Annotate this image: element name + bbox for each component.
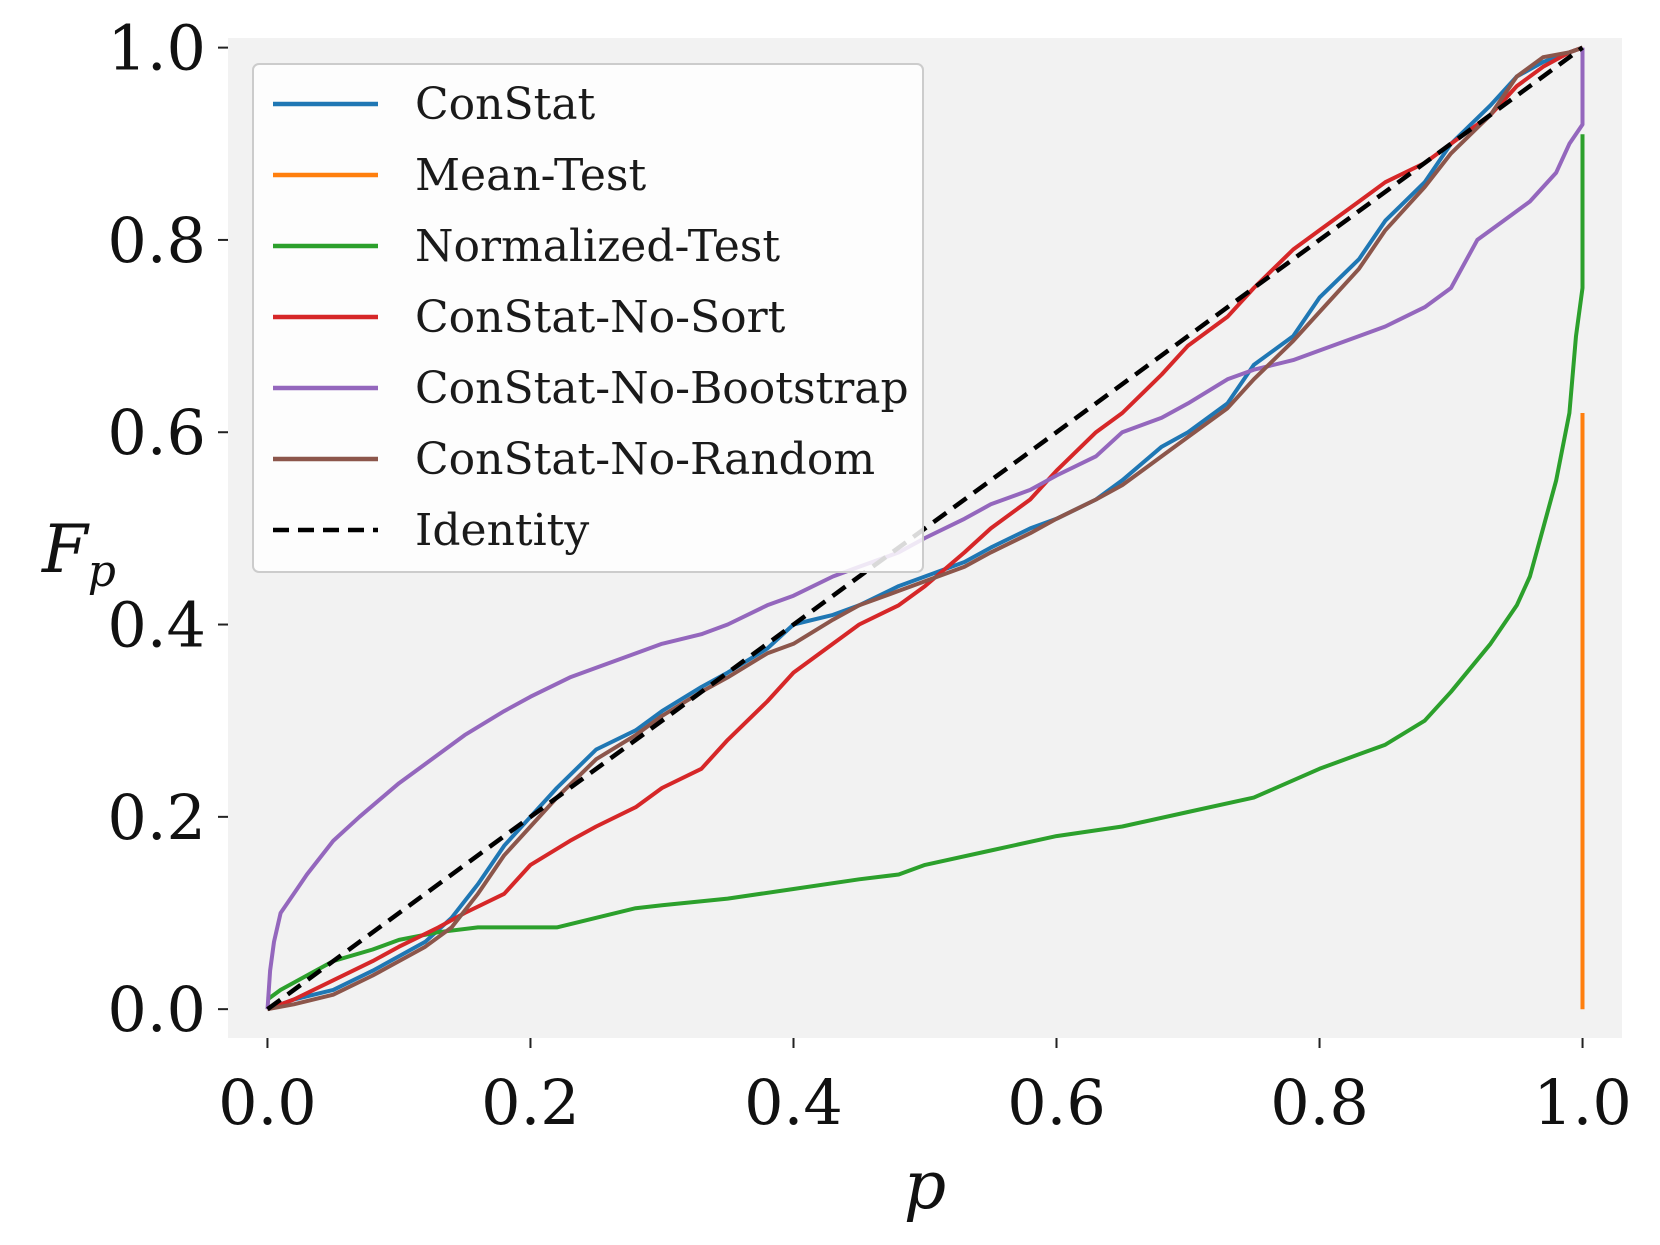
y-tick-label: 0.2 — [107, 781, 206, 854]
y-tick-label: 1.0 — [107, 12, 206, 85]
x-tick-label: 0.0 — [218, 1066, 317, 1139]
x-tick-label: 0.2 — [481, 1066, 580, 1139]
x-tick-label: 0.6 — [1007, 1066, 1106, 1139]
y-axis-label-main: F — [41, 511, 90, 588]
y-tick-label: 0.6 — [107, 396, 206, 469]
legend-label: ConStat-No-Sort — [415, 292, 786, 343]
x-tick-label: 1.0 — [1533, 1066, 1632, 1139]
x-axis-label: p — [904, 1147, 946, 1224]
ticks-layer: 0.0 0.2 0.4 0.6 0.8 1.0 0.0 0.2 0.4 0.6 0.8 1.0 — [107, 12, 1631, 1139]
y-tick-label: 0.0 — [107, 973, 206, 1046]
legend-label: Identity — [415, 505, 589, 556]
legend-items: ConStat Mean-Test Normalized-Test ConStat-N… — [273, 79, 909, 556]
legend-label: ConStat-No-Random — [415, 434, 875, 485]
series-line-identity — [266, 45, 1584, 1012]
legend-label: ConStat-No-Bootstrap — [415, 363, 909, 414]
x-tick-label: 0.8 — [1270, 1066, 1369, 1139]
series-line-constat-no-random — [267, 45, 1584, 1012]
legend-label: Normalized-Test — [415, 221, 780, 272]
legend-label: ConStat — [415, 79, 596, 130]
legend: ConStat Mean-Test Normalized-Test ConStat-N… — [252, 63, 924, 573]
series-line-constat-no-sort — [266, 45, 1584, 1012]
series-line-constat — [266, 45, 1584, 1012]
y-axis-label-sub: p — [88, 546, 116, 597]
series-layer — [265, 45, 1585, 1012]
series-line-normalized-test — [266, 134, 1585, 1002]
y-tick-label: 0.8 — [107, 204, 206, 277]
y-axis-label: Fp — [41, 511, 116, 597]
legend-label: Mean-Test — [415, 150, 647, 201]
y-tick-label: 0.4 — [107, 589, 206, 662]
legend-frame — [252, 63, 924, 573]
x-tick-label: 0.4 — [744, 1066, 843, 1139]
